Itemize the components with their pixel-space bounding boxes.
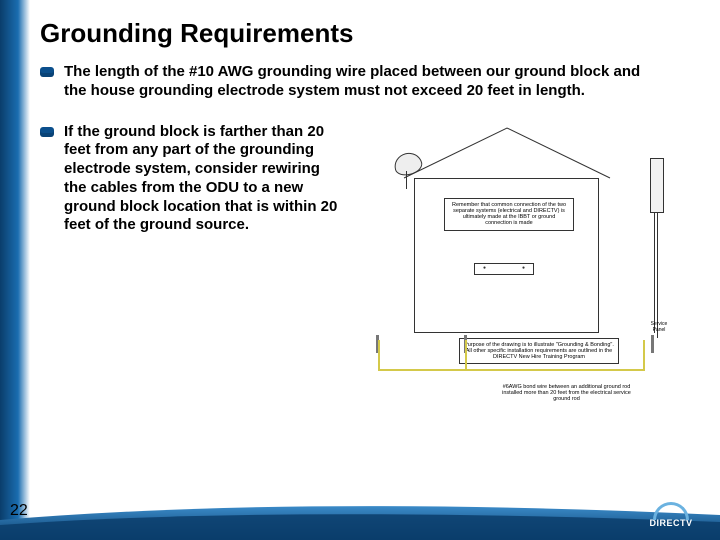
service-wire-icon [654, 213, 655, 333]
bullet-1-text: The length of the #10 AWG grounding wire… [64, 63, 644, 101]
service-wire-icon [657, 213, 658, 338]
service-panel-icon [650, 158, 664, 213]
content-row-2: If the ground block is farther than 20 f… [40, 123, 690, 403]
house-roof-icon [402, 126, 612, 180]
logo-arc-icon [653, 502, 689, 520]
page-number: 22 [10, 502, 28, 520]
grounding-diagram: Remember that common connection of the t… [364, 123, 674, 403]
slide-content: Grounding Requirements The length of the… [0, 0, 720, 540]
dish-pole-icon [406, 171, 407, 189]
ground-block-icon [474, 263, 534, 275]
diagram-note-top: Remember that common connection of the t… [444, 198, 574, 231]
bullet-1: The length of the #10 AWG grounding wire… [40, 63, 690, 101]
bullet-2-text: If the ground block is farther than 20 f… [64, 123, 344, 236]
bullet-marker-icon [40, 67, 54, 77]
page-title: Grounding Requirements [40, 18, 690, 49]
directv-logo: DIRECTV [636, 498, 706, 532]
left-border-swoosh [0, 0, 30, 540]
bullet-2: If the ground block is farther than 20 f… [40, 123, 344, 236]
panel-label: Service Panel [644, 321, 674, 333]
ground-wire-icon [374, 335, 654, 385]
bullet-marker-icon [40, 127, 54, 137]
diagram-note-bottom: #6AWG bond wire between an additional gr… [489, 381, 644, 406]
bottom-swoosh [0, 500, 720, 540]
